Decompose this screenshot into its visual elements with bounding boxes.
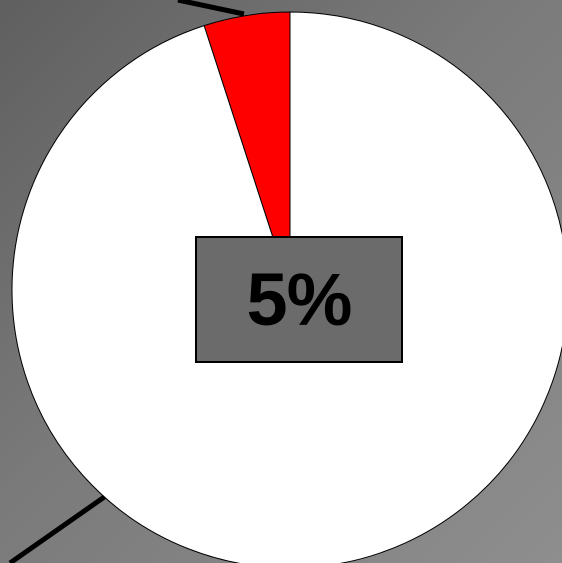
percentage-label-box: 5% (195, 236, 403, 363)
decorative-line-bottom (8, 490, 112, 563)
decorative-line-top (177, 0, 245, 17)
percentage-label: 5% (246, 257, 353, 341)
